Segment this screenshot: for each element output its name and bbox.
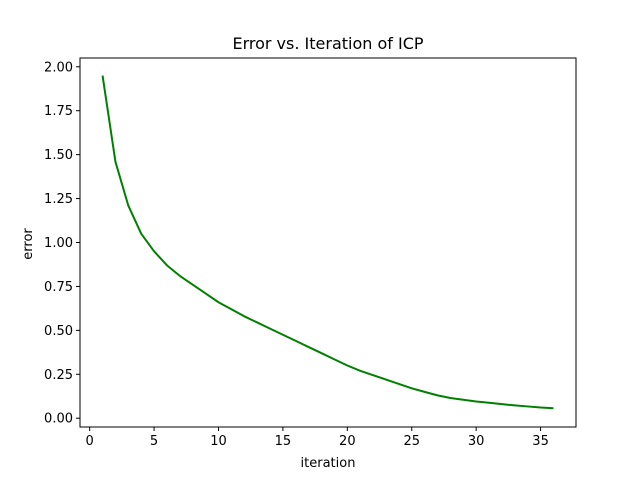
x-tick-label: 10: [210, 434, 227, 449]
x-tick-label: 15: [275, 434, 292, 449]
y-tick-label: 2.00: [44, 60, 73, 75]
x-tick-label: 20: [339, 434, 356, 449]
plot-frame: [79, 57, 577, 428]
y-axis: 0.00 0.25 0.50 0.75 1.00 1.25 1.50 1.75 2.00: [44, 60, 80, 427]
y-tick-label: 1.75: [44, 104, 73, 119]
series-line: [101, 75, 554, 410]
x-axis-label: iteration: [301, 456, 356, 471]
x-tick-label: 5: [150, 434, 158, 449]
y-tick-label: 0.00: [44, 412, 73, 427]
y-tick-label: 0.25: [44, 368, 73, 383]
y-tick-label: 0.50: [44, 324, 73, 339]
series-layer: [101, 75, 554, 410]
x-tick-label: 0: [86, 434, 94, 449]
y-axis-label: error: [21, 228, 36, 260]
y-tick-label: 1.25: [44, 192, 73, 207]
y-tick-label: 0.75: [44, 280, 73, 295]
x-tick-label: 25: [403, 434, 420, 449]
y-tick-label: 1.00: [44, 236, 73, 251]
chart-title: Error vs. Iteration of ICP: [232, 34, 423, 53]
plot-area: [79, 57, 577, 428]
x-axis: 0 5 10 15 20 25 30 35: [86, 427, 549, 449]
x-tick-label: 35: [532, 434, 549, 449]
x-tick-label: 30: [468, 434, 485, 449]
y-tick-label: 1.50: [44, 148, 73, 163]
